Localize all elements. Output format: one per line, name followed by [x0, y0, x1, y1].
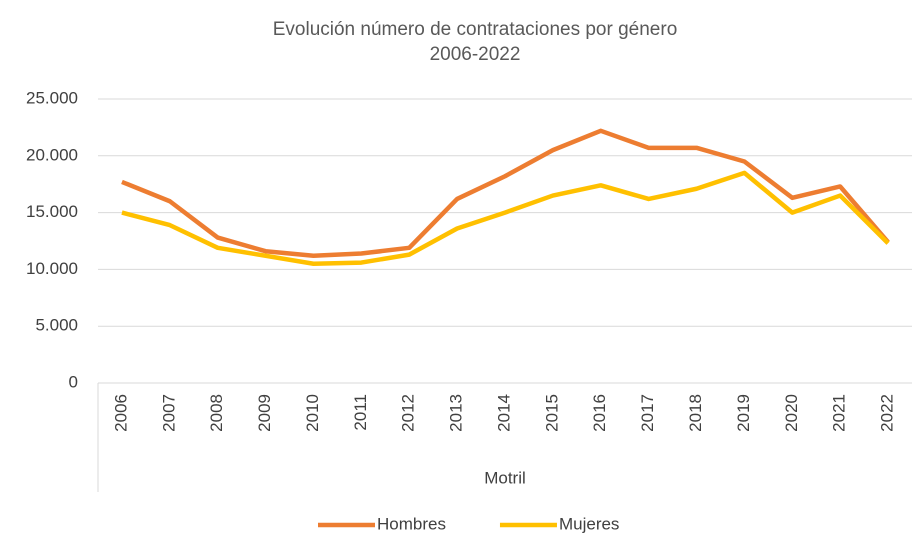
x-tick-label: 2014 [494, 394, 513, 432]
y-tick-label: 15.000 [26, 202, 78, 221]
y-tick-label: 5.000 [35, 316, 78, 335]
x-tick-label: 2011 [351, 394, 370, 431]
x-group-label: Motril [484, 468, 526, 487]
x-tick-label: 2015 [542, 394, 561, 432]
chart-title: Evolución número de contrataciones por g… [273, 19, 678, 40]
x-tick-label: 2020 [782, 394, 801, 432]
x-tick-label: 2017 [638, 394, 657, 432]
x-tick-label: 2018 [686, 394, 705, 432]
legend-label: Mujeres [559, 514, 619, 533]
x-tick-label: 2008 [207, 394, 226, 432]
x-tick-label: 2012 [399, 394, 418, 432]
x-tick-label: 2006 [111, 394, 130, 432]
x-tick-label: 2009 [255, 394, 274, 432]
x-tick-label: 2022 [878, 394, 897, 432]
x-tick-label: 2019 [734, 394, 753, 432]
x-tick-label: 2021 [830, 394, 849, 432]
line-series [121, 170, 890, 266]
legend-label: Hombres [377, 514, 446, 533]
y-tick-label: 20.000 [26, 145, 78, 164]
y-tick-label: 25.000 [26, 88, 78, 107]
x-tick-label: 2016 [590, 394, 609, 432]
y-tick-label: 10.000 [26, 259, 78, 278]
x-tick-label: 2010 [303, 394, 322, 432]
chart-subtitle: 2006-2022 [430, 44, 521, 65]
y-tick-label: 0 [69, 372, 78, 391]
line-series [121, 128, 890, 259]
x-tick-label: 2013 [447, 394, 466, 432]
x-tick-label: 2007 [159, 394, 178, 432]
